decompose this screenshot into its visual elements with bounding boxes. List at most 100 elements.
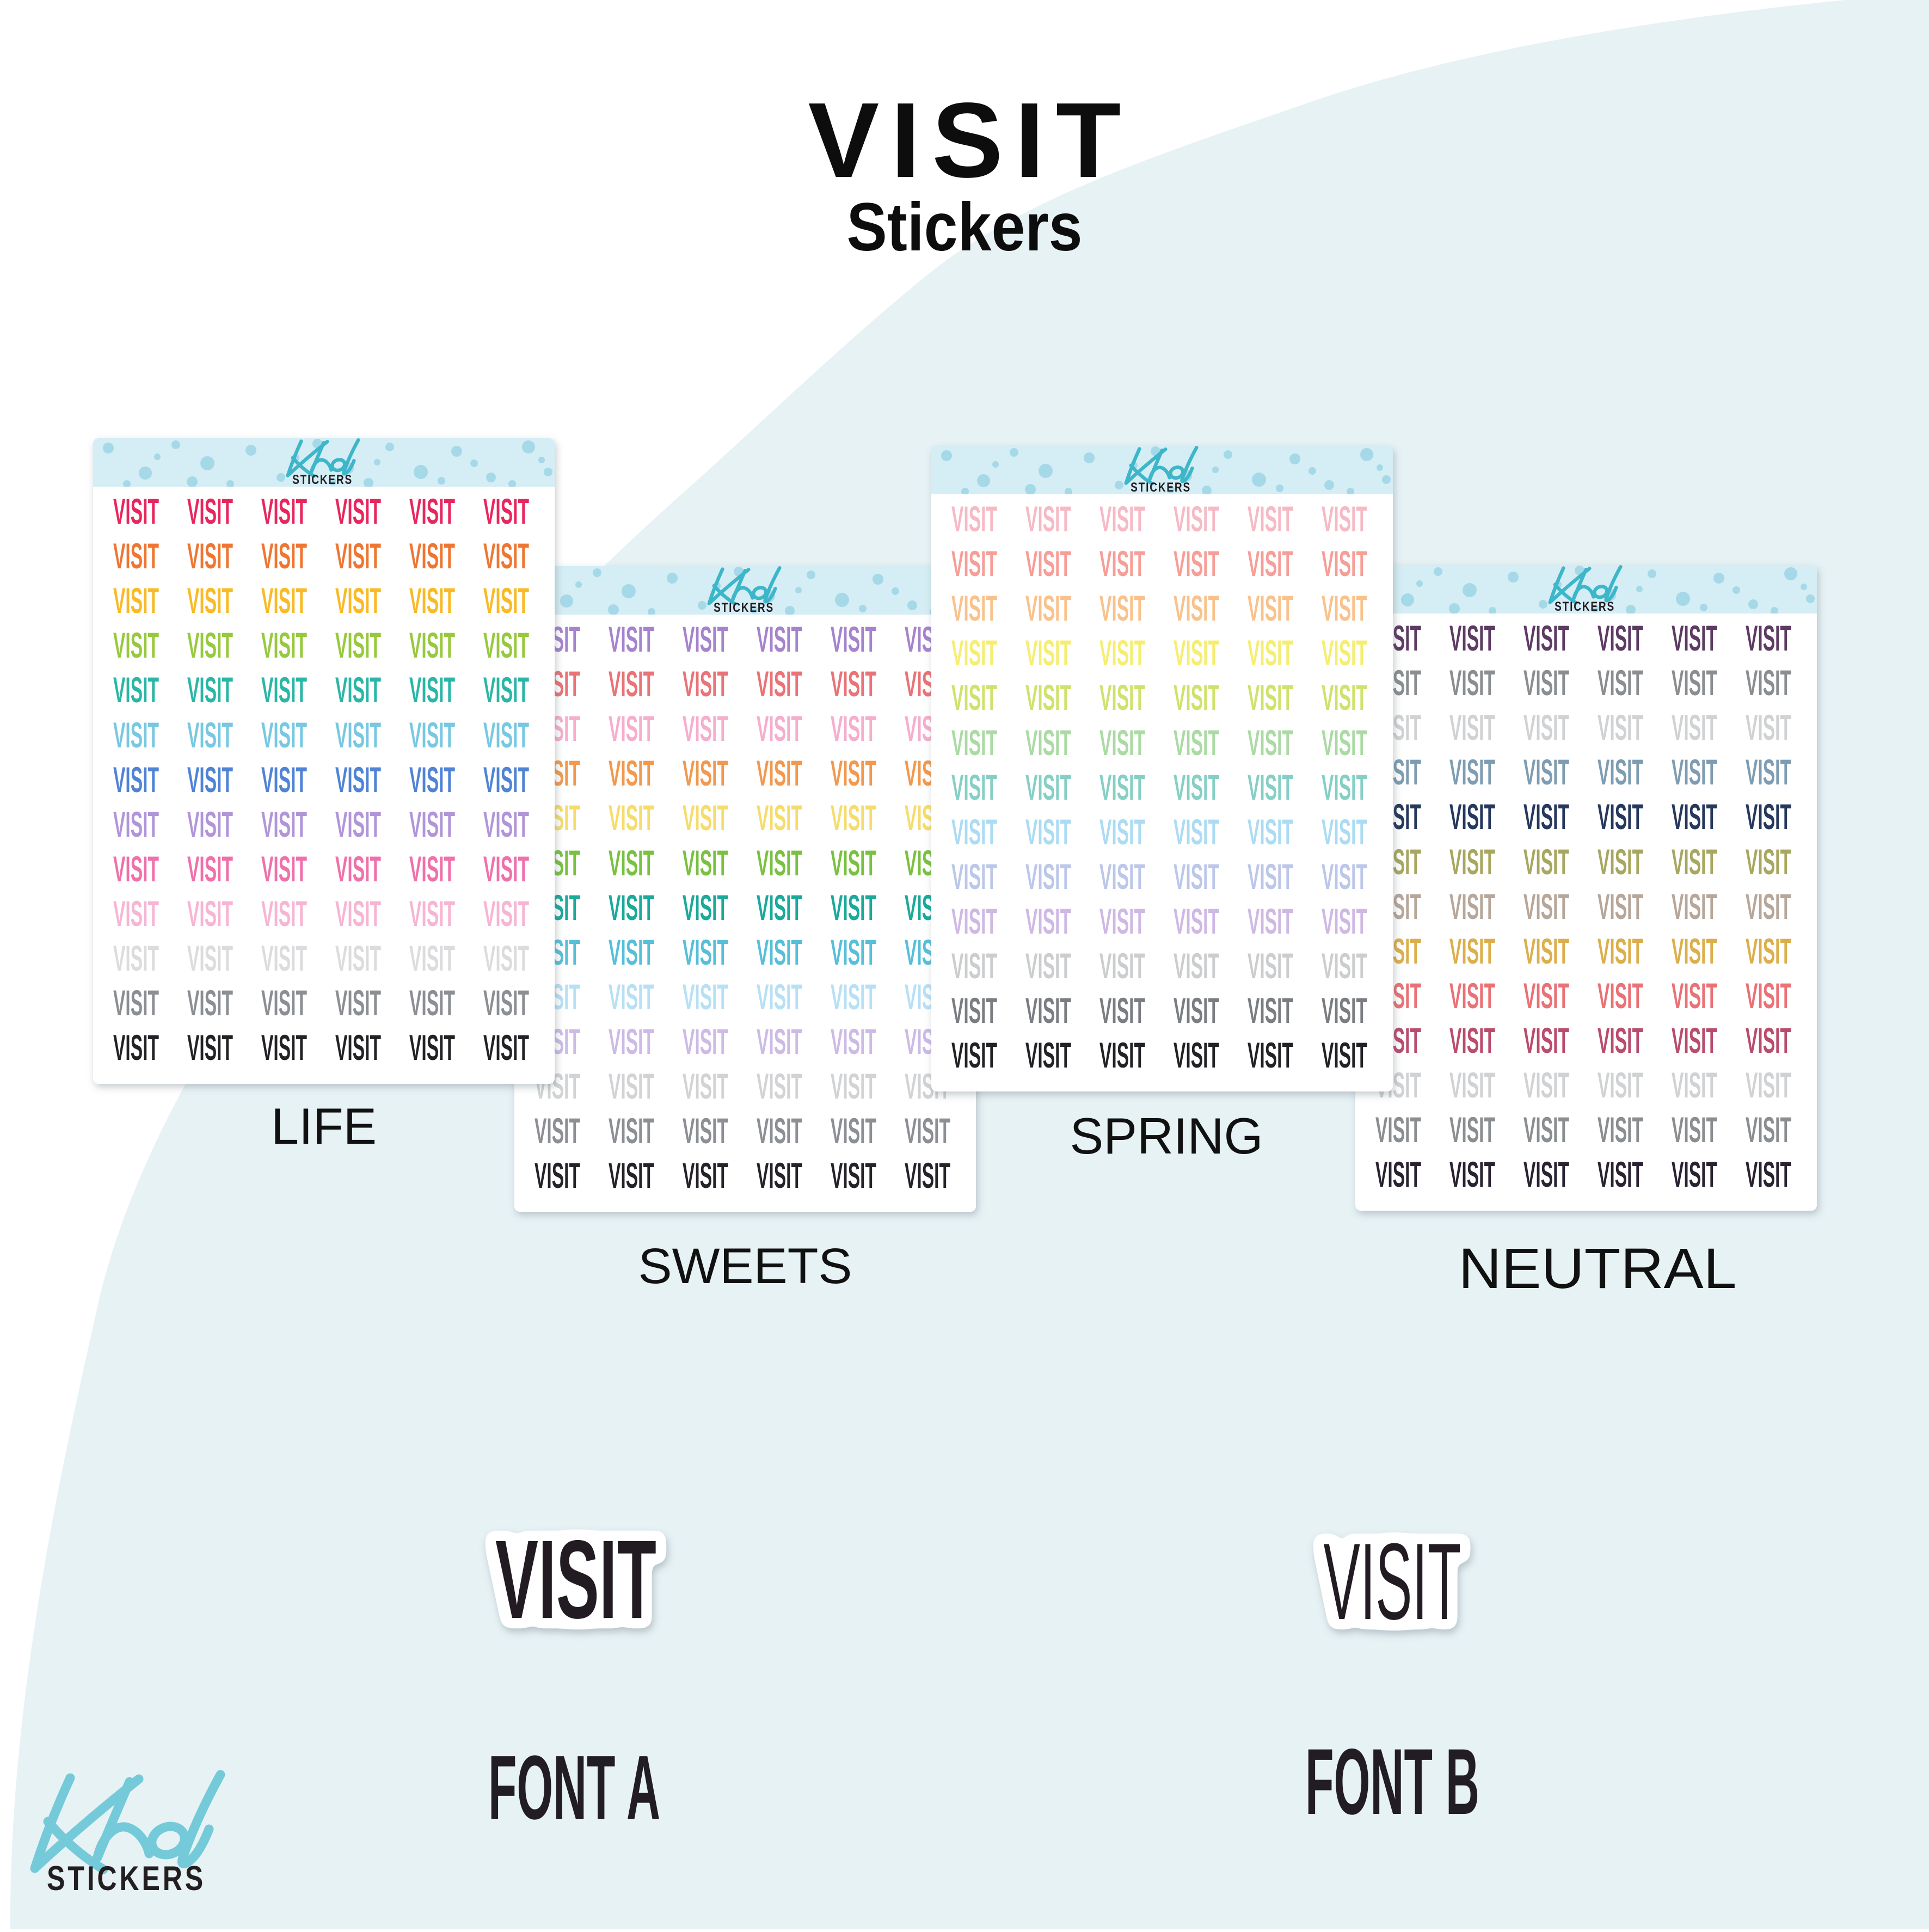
svg-text:VISIT: VISIT: [335, 804, 381, 844]
svg-text:VISIT: VISIT: [1322, 588, 1367, 628]
svg-text:VISIT: VISIT: [187, 849, 233, 889]
svg-text:VISIT: VISIT: [609, 843, 654, 883]
svg-text:VISIT: VISIT: [335, 849, 381, 889]
svg-text:VISIT: VISIT: [683, 664, 728, 704]
svg-text:VISIT: VISIT: [808, 81, 1121, 200]
svg-text:VISIT: VISIT: [335, 938, 381, 978]
svg-text:VISIT: VISIT: [261, 938, 307, 978]
svg-text:VISIT: VISIT: [1322, 1035, 1367, 1075]
svg-text:VISIT: VISIT: [409, 715, 455, 755]
svg-text:VISIT: VISIT: [905, 1111, 950, 1151]
svg-text:VISIT: VISIT: [1672, 618, 1717, 658]
svg-text:VISIT: VISIT: [409, 938, 455, 978]
svg-text:VISIT: VISIT: [831, 1111, 876, 1151]
svg-text:VISIT: VISIT: [187, 715, 233, 755]
svg-text:VISIT: VISIT: [1322, 990, 1367, 1031]
svg-text:VISIT: VISIT: [1746, 1154, 1791, 1194]
svg-text:VISIT: VISIT: [1746, 886, 1791, 927]
svg-text:VISIT: VISIT: [187, 1027, 233, 1068]
svg-text:VISIT: VISIT: [483, 715, 529, 755]
svg-text:VISIT: VISIT: [1099, 499, 1145, 539]
svg-text:VISIT: VISIT: [1099, 856, 1145, 897]
svg-text:VISIT: VISIT: [335, 759, 381, 800]
svg-text:VISIT: VISIT: [187, 580, 233, 621]
svg-text:VISIT: VISIT: [1025, 767, 1071, 807]
svg-text:LIFE: LIFE: [271, 1097, 377, 1155]
svg-text:VISIT: VISIT: [683, 1066, 728, 1106]
svg-text:VISIT: VISIT: [113, 804, 159, 844]
svg-text:VISIT: VISIT: [261, 893, 307, 934]
svg-text:VISIT: VISIT: [1248, 722, 1293, 763]
svg-text:VISIT: VISIT: [831, 932, 876, 972]
svg-text:VISIT: VISIT: [113, 625, 159, 665]
svg-text:VISIT: VISIT: [1322, 543, 1367, 584]
svg-text:VISIT: VISIT: [1672, 1020, 1717, 1060]
svg-text:VISIT: VISIT: [1672, 842, 1717, 882]
svg-text:VISIT: VISIT: [757, 1155, 802, 1195]
svg-text:VISIT: VISIT: [609, 708, 654, 749]
svg-text:VISIT: VISIT: [1099, 946, 1145, 986]
svg-text:VISIT: VISIT: [1672, 663, 1717, 703]
svg-text:VISIT: VISIT: [187, 983, 233, 1023]
svg-text:VISIT: VISIT: [951, 722, 997, 763]
svg-text:VISIT: VISIT: [1025, 1035, 1071, 1075]
svg-text:VISIT: VISIT: [1449, 886, 1495, 927]
svg-text:VISIT: VISIT: [1099, 588, 1145, 628]
svg-text:VISIT: VISIT: [1746, 1020, 1791, 1060]
svg-text:NEUTRAL: NEUTRAL: [1459, 1237, 1737, 1301]
svg-text:VISIT: VISIT: [1248, 677, 1293, 717]
svg-text:VISIT: VISIT: [1672, 1109, 1717, 1150]
svg-text:VISIT: VISIT: [261, 804, 307, 844]
svg-text:VISIT: VISIT: [1523, 663, 1569, 703]
svg-text:VISIT: VISIT: [1322, 767, 1367, 807]
svg-text:VISIT: VISIT: [187, 759, 233, 800]
svg-text:VISIT: VISIT: [113, 670, 159, 710]
svg-text:VISIT: VISIT: [1672, 931, 1717, 971]
svg-text:VISIT: VISIT: [609, 1066, 654, 1106]
svg-text:VISIT: VISIT: [609, 1021, 654, 1062]
svg-text:VISIT: VISIT: [757, 619, 802, 659]
svg-text:VISIT: VISIT: [1174, 856, 1219, 897]
svg-text:VISIT: VISIT: [335, 491, 381, 531]
svg-text:VISIT: VISIT: [1449, 1020, 1495, 1060]
svg-text:VISIT: VISIT: [335, 670, 381, 710]
svg-text:VISIT: VISIT: [1746, 707, 1791, 747]
svg-text:VISIT: VISIT: [1449, 707, 1495, 747]
svg-text:VISIT: VISIT: [1449, 1154, 1495, 1194]
svg-text:VISIT: VISIT: [1322, 633, 1367, 673]
svg-text:VISIT: VISIT: [609, 977, 654, 1017]
svg-text:VISIT: VISIT: [1523, 976, 1569, 1016]
svg-text:VISIT: VISIT: [683, 798, 728, 838]
svg-text:VISIT: VISIT: [409, 491, 455, 531]
svg-text:VISIT: VISIT: [1598, 707, 1643, 747]
svg-text:VISIT: VISIT: [1523, 752, 1569, 792]
svg-text:VISIT: VISIT: [831, 798, 876, 838]
svg-text:VISIT: VISIT: [831, 1021, 876, 1062]
svg-text:VISIT: VISIT: [1523, 1065, 1569, 1105]
svg-text:VISIT: VISIT: [683, 1155, 728, 1195]
svg-text:VISIT: VISIT: [113, 580, 159, 621]
svg-text:VISIT: VISIT: [1449, 663, 1495, 703]
svg-text:VISIT: VISIT: [1025, 946, 1071, 986]
svg-text:VISIT: VISIT: [483, 759, 529, 800]
svg-text:VISIT: VISIT: [1099, 722, 1145, 763]
svg-text:VISIT: VISIT: [113, 536, 159, 576]
svg-text:VISIT: VISIT: [757, 753, 802, 793]
svg-text:VISIT: VISIT: [187, 670, 233, 710]
svg-text:VISIT: VISIT: [335, 1027, 381, 1068]
svg-text:VISIT: VISIT: [683, 977, 728, 1017]
svg-text:VISIT: VISIT: [1598, 976, 1643, 1016]
svg-text:VISIT: VISIT: [1598, 1154, 1643, 1194]
svg-text:VISIT: VISIT: [1248, 812, 1293, 852]
svg-text:VISIT: VISIT: [1449, 618, 1495, 658]
svg-text:VISIT: VISIT: [1174, 1035, 1219, 1075]
svg-text:VISIT: VISIT: [1449, 976, 1495, 1016]
svg-text:VISIT: VISIT: [831, 843, 876, 883]
svg-text:VISIT: VISIT: [187, 893, 233, 934]
svg-text:VISIT: VISIT: [113, 491, 159, 531]
svg-text:VISIT: VISIT: [1174, 499, 1219, 539]
svg-text:VISIT: VISIT: [1523, 796, 1569, 837]
svg-text:VISIT: VISIT: [1248, 990, 1293, 1031]
svg-text:VISIT: VISIT: [1449, 931, 1495, 971]
svg-text:VISIT: VISIT: [1248, 588, 1293, 628]
